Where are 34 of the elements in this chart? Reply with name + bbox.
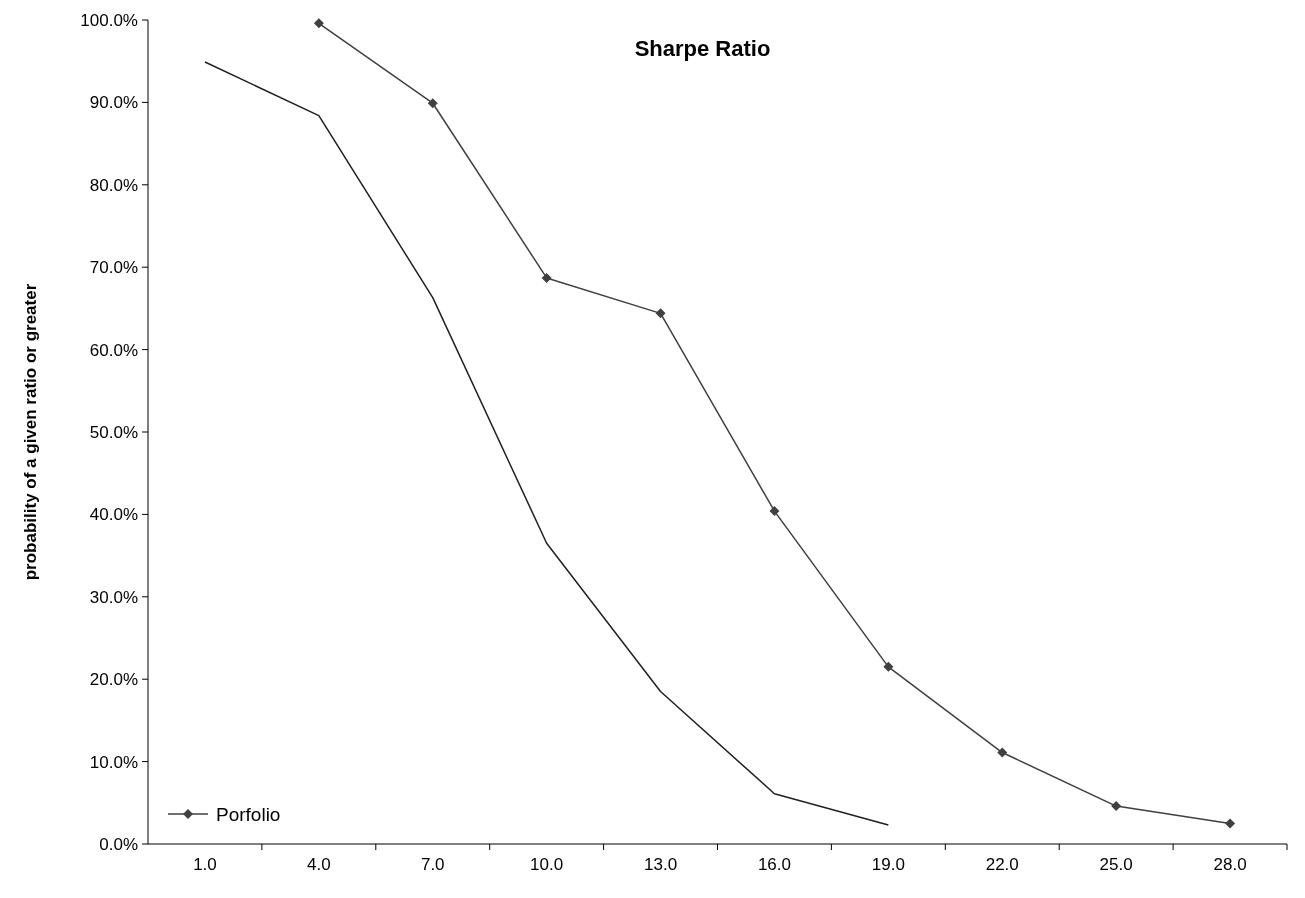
x-tick-label: 1.0 — [193, 855, 217, 874]
x-tick-label: 13.0 — [644, 855, 678, 874]
point — [1225, 818, 1236, 829]
x-tick-label: 16.0 — [757, 855, 791, 874]
y-tick-label: 10.0% — [89, 752, 138, 772]
line-series — [204, 61, 890, 826]
point — [313, 18, 324, 29]
point — [769, 506, 780, 517]
y-tick-label: 0.0% — [99, 834, 138, 854]
y-tick-label: 20.0% — [89, 670, 138, 690]
point — [655, 308, 666, 319]
point — [883, 661, 894, 672]
x-tick-label: 28.0 — [1213, 855, 1247, 874]
y-tick-label: 40.0% — [89, 505, 138, 525]
y-tick-label: 100.0% — [80, 10, 138, 30]
x-tick-label: 4.0 — [307, 855, 331, 874]
point — [541, 272, 552, 283]
x-tick-label: 7.0 — [420, 855, 445, 874]
x-tick-label: 19.0 — [871, 855, 905, 874]
y-tick-label: 70.0% — [89, 258, 138, 278]
point — [427, 98, 438, 109]
x-tick-label: 22.0 — [985, 855, 1019, 874]
text: Sharpe Ratio — [634, 36, 771, 61]
y-tick-label: 90.0% — [89, 93, 138, 113]
x-tick-label: 25.0 — [1099, 855, 1133, 874]
y-tick-label: 60.0% — [89, 340, 138, 360]
point — [1111, 801, 1122, 812]
y-tick-label: 30.0% — [89, 587, 138, 607]
x-tick-label: 10.0 — [530, 855, 564, 874]
y-tick-label: 80.0% — [89, 175, 138, 195]
point — [997, 747, 1008, 758]
legend-label: Porfolio — [216, 803, 281, 825]
y-axis-title: probability of a given ratio or greater — [21, 283, 40, 581]
y-tick-label: 50.0% — [89, 422, 138, 442]
